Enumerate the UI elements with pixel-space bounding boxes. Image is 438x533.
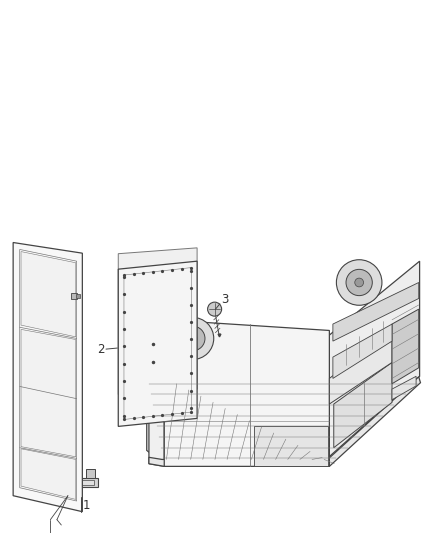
Polygon shape [392, 376, 416, 400]
Polygon shape [13, 243, 82, 512]
Circle shape [355, 278, 364, 287]
Polygon shape [328, 261, 420, 457]
Circle shape [172, 318, 214, 359]
Circle shape [346, 269, 372, 296]
Polygon shape [118, 248, 197, 394]
Polygon shape [333, 282, 419, 341]
Polygon shape [164, 320, 329, 466]
Polygon shape [21, 329, 76, 457]
Polygon shape [77, 480, 94, 485]
Circle shape [55, 483, 74, 503]
Polygon shape [333, 324, 392, 378]
Polygon shape [39, 478, 98, 487]
Polygon shape [21, 252, 76, 337]
Polygon shape [21, 449, 76, 499]
Circle shape [188, 334, 197, 343]
Polygon shape [149, 377, 420, 466]
Polygon shape [86, 469, 95, 478]
Circle shape [208, 302, 222, 316]
Text: 3: 3 [221, 293, 229, 306]
Circle shape [336, 260, 382, 305]
Circle shape [60, 489, 69, 497]
Polygon shape [254, 426, 328, 466]
Text: 1: 1 [82, 499, 90, 512]
Polygon shape [41, 469, 49, 478]
Polygon shape [334, 362, 392, 448]
Polygon shape [149, 306, 164, 466]
Text: 2: 2 [97, 343, 105, 356]
Circle shape [180, 326, 205, 351]
Polygon shape [329, 341, 392, 404]
Polygon shape [118, 261, 197, 426]
Polygon shape [392, 309, 419, 384]
Polygon shape [147, 274, 166, 466]
